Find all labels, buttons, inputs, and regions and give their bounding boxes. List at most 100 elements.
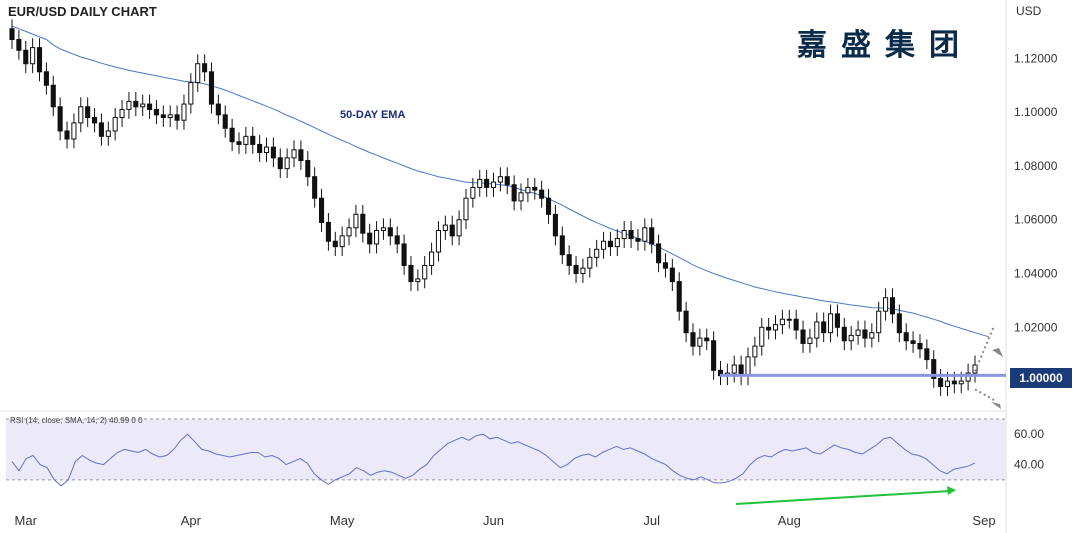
candle-body <box>662 262 669 269</box>
candle-body <box>250 135 256 145</box>
candle <box>456 210 462 246</box>
candle <box>862 320 868 348</box>
candle <box>449 215 455 246</box>
candle <box>704 328 710 351</box>
candle <box>236 132 242 154</box>
candle <box>834 304 840 337</box>
candle-body <box>669 267 675 283</box>
candle-body <box>339 235 345 248</box>
candle <box>869 323 875 348</box>
candle-body <box>78 106 84 124</box>
candle <box>800 320 806 353</box>
candle <box>188 73 194 114</box>
candle-body <box>965 372 971 382</box>
candle <box>263 137 270 162</box>
candle <box>766 317 772 340</box>
candle-body <box>511 184 517 202</box>
candle <box>353 204 359 238</box>
candle-body <box>463 197 469 221</box>
candle <box>339 226 345 257</box>
candle-body <box>958 380 964 385</box>
candle-body <box>23 49 29 65</box>
candle-body <box>731 364 737 374</box>
price-tick-label: 1.12000 <box>1014 51 1058 65</box>
candle-body <box>353 213 359 229</box>
candle <box>938 369 944 396</box>
candle-body <box>828 313 834 334</box>
candle <box>215 94 221 125</box>
time-tick-label: Mar <box>15 513 38 528</box>
candle-body <box>711 340 717 371</box>
candle <box>30 38 36 74</box>
candle-body <box>931 359 937 379</box>
candle <box>57 97 63 141</box>
candle-body <box>807 337 813 344</box>
candle <box>848 325 854 351</box>
time-tick-label: May <box>330 513 355 528</box>
price-tick-label: 1.02000 <box>1014 320 1058 334</box>
candle <box>112 108 118 141</box>
candle-body <box>972 364 978 374</box>
candle-body <box>263 146 270 153</box>
candle <box>683 301 689 343</box>
candle <box>387 218 393 246</box>
candle-body <box>277 157 283 170</box>
candle-body <box>312 176 318 199</box>
candle <box>126 91 132 119</box>
candle-body <box>924 348 930 361</box>
candle-body <box>656 243 662 264</box>
candle-body <box>800 329 806 344</box>
candle-body <box>50 84 56 108</box>
candle-body <box>160 114 166 119</box>
time-tick-label: Sep <box>972 513 995 528</box>
candle <box>71 113 77 149</box>
candle <box>807 328 813 353</box>
candle-body <box>401 243 407 266</box>
candle <box>552 204 558 246</box>
candle-body <box>545 197 552 215</box>
price-tick-label: 1.04000 <box>1014 267 1058 281</box>
candle-body <box>270 146 276 159</box>
candle-body <box>587 256 593 269</box>
candle <box>257 135 263 162</box>
candle-body <box>140 103 146 108</box>
candle-body <box>896 313 902 334</box>
candle-body <box>635 238 641 242</box>
candle-body <box>497 176 503 183</box>
rsi-tick-label: 60.00 <box>1014 427 1044 441</box>
candle <box>140 94 146 117</box>
candle <box>745 347 751 386</box>
candle <box>539 180 545 208</box>
candle <box>772 315 779 340</box>
candle-body <box>147 103 153 110</box>
candle <box>105 121 111 146</box>
candle-body <box>367 232 373 245</box>
candle-body <box>202 63 208 73</box>
candle-body <box>85 106 91 119</box>
candle <box>545 188 552 224</box>
candle <box>305 151 311 187</box>
candle-body <box>318 197 325 223</box>
candle-body <box>490 181 497 188</box>
candle <box>374 221 380 254</box>
candle-body <box>105 130 111 137</box>
candle <box>394 226 400 254</box>
candle-body <box>944 380 951 387</box>
candle-body <box>532 186 538 191</box>
candle <box>181 94 187 130</box>
price-tick-label: 1.08000 <box>1014 159 1058 173</box>
candle-body <box>649 227 655 245</box>
candle <box>931 350 937 388</box>
candle-body <box>456 219 462 237</box>
candle <box>614 229 620 257</box>
bearish-projection-arrow <box>974 388 995 401</box>
candle <box>380 218 386 240</box>
candle-body <box>690 332 696 347</box>
candle <box>972 355 978 383</box>
candle-body <box>614 238 620 248</box>
candle <box>291 140 297 168</box>
candle-body <box>779 318 785 326</box>
candle-body <box>876 310 882 334</box>
candle-body <box>793 318 799 331</box>
candle-body <box>628 229 634 240</box>
